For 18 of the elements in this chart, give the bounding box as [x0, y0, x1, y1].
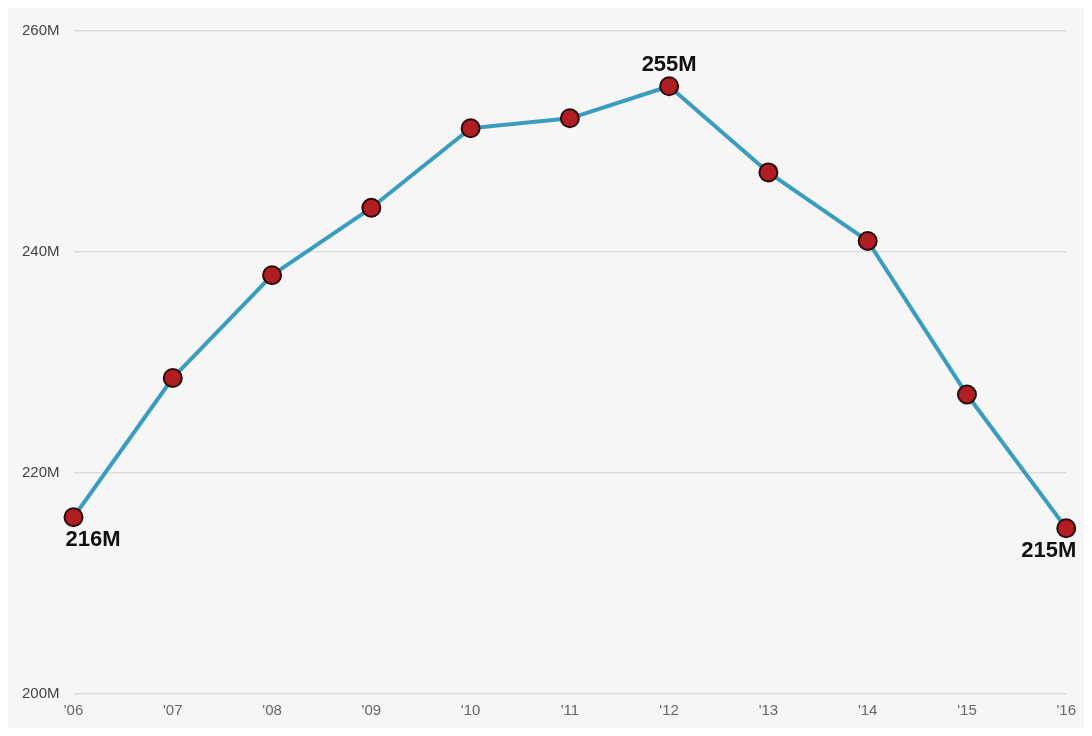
- x-tick-label: '15: [957, 701, 977, 719]
- y-tick-label: 260M: [21, 21, 60, 39]
- y-tick-label: 200M: [21, 684, 60, 702]
- y-tick-label: 220M: [21, 463, 60, 481]
- x-tick-label: '07: [163, 701, 183, 719]
- y-tick-label: 240M: [21, 242, 60, 260]
- data-label: 216M: [65, 526, 121, 552]
- x-tick-label: '10: [460, 701, 481, 719]
- x-tick-label: '13: [758, 701, 779, 719]
- x-tick-label: '08: [262, 701, 282, 719]
- x-tick-label: '09: [361, 701, 382, 719]
- x-tick-label: '11: [560, 701, 580, 719]
- data-label: 255M: [641, 51, 697, 77]
- x-tick-label: '12: [659, 701, 679, 719]
- x-tick-label: '06: [63, 701, 84, 719]
- x-tick-label: '16: [1056, 701, 1077, 719]
- data-label: 215M: [1021, 537, 1077, 563]
- x-tick-label: '14: [857, 701, 878, 719]
